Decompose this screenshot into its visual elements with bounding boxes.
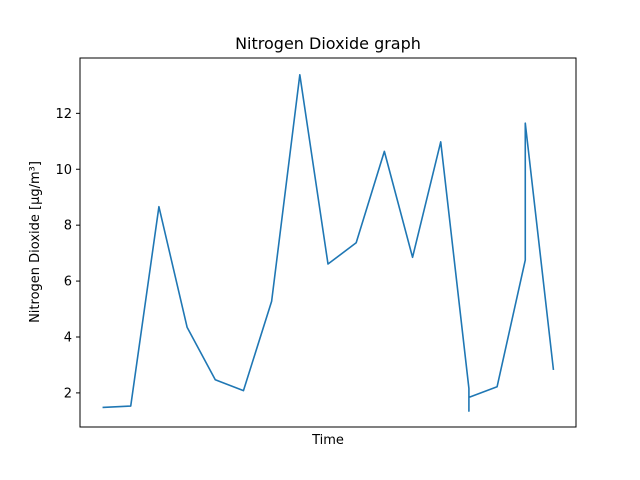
axes-frame: [79, 57, 577, 428]
y-tick-label: 12: [55, 107, 72, 122]
y-tick-label: 2: [64, 386, 72, 401]
series-line-0: [102, 73, 555, 412]
y-tick-label: 8: [64, 219, 72, 234]
x-axis-label: Time: [311, 433, 344, 448]
chart-title: Nitrogen Dioxide graph: [235, 34, 421, 53]
y-tick-label: 4: [64, 330, 72, 345]
plot-area: [102, 73, 555, 412]
y-tick-label: 10: [55, 163, 72, 178]
y-tick-label: 6: [64, 275, 72, 290]
y-axis: 2 4 6 8 10 12: [55, 107, 80, 401]
y-axis-label: Nitrogen Dioxide [µg/m³]: [28, 161, 43, 323]
